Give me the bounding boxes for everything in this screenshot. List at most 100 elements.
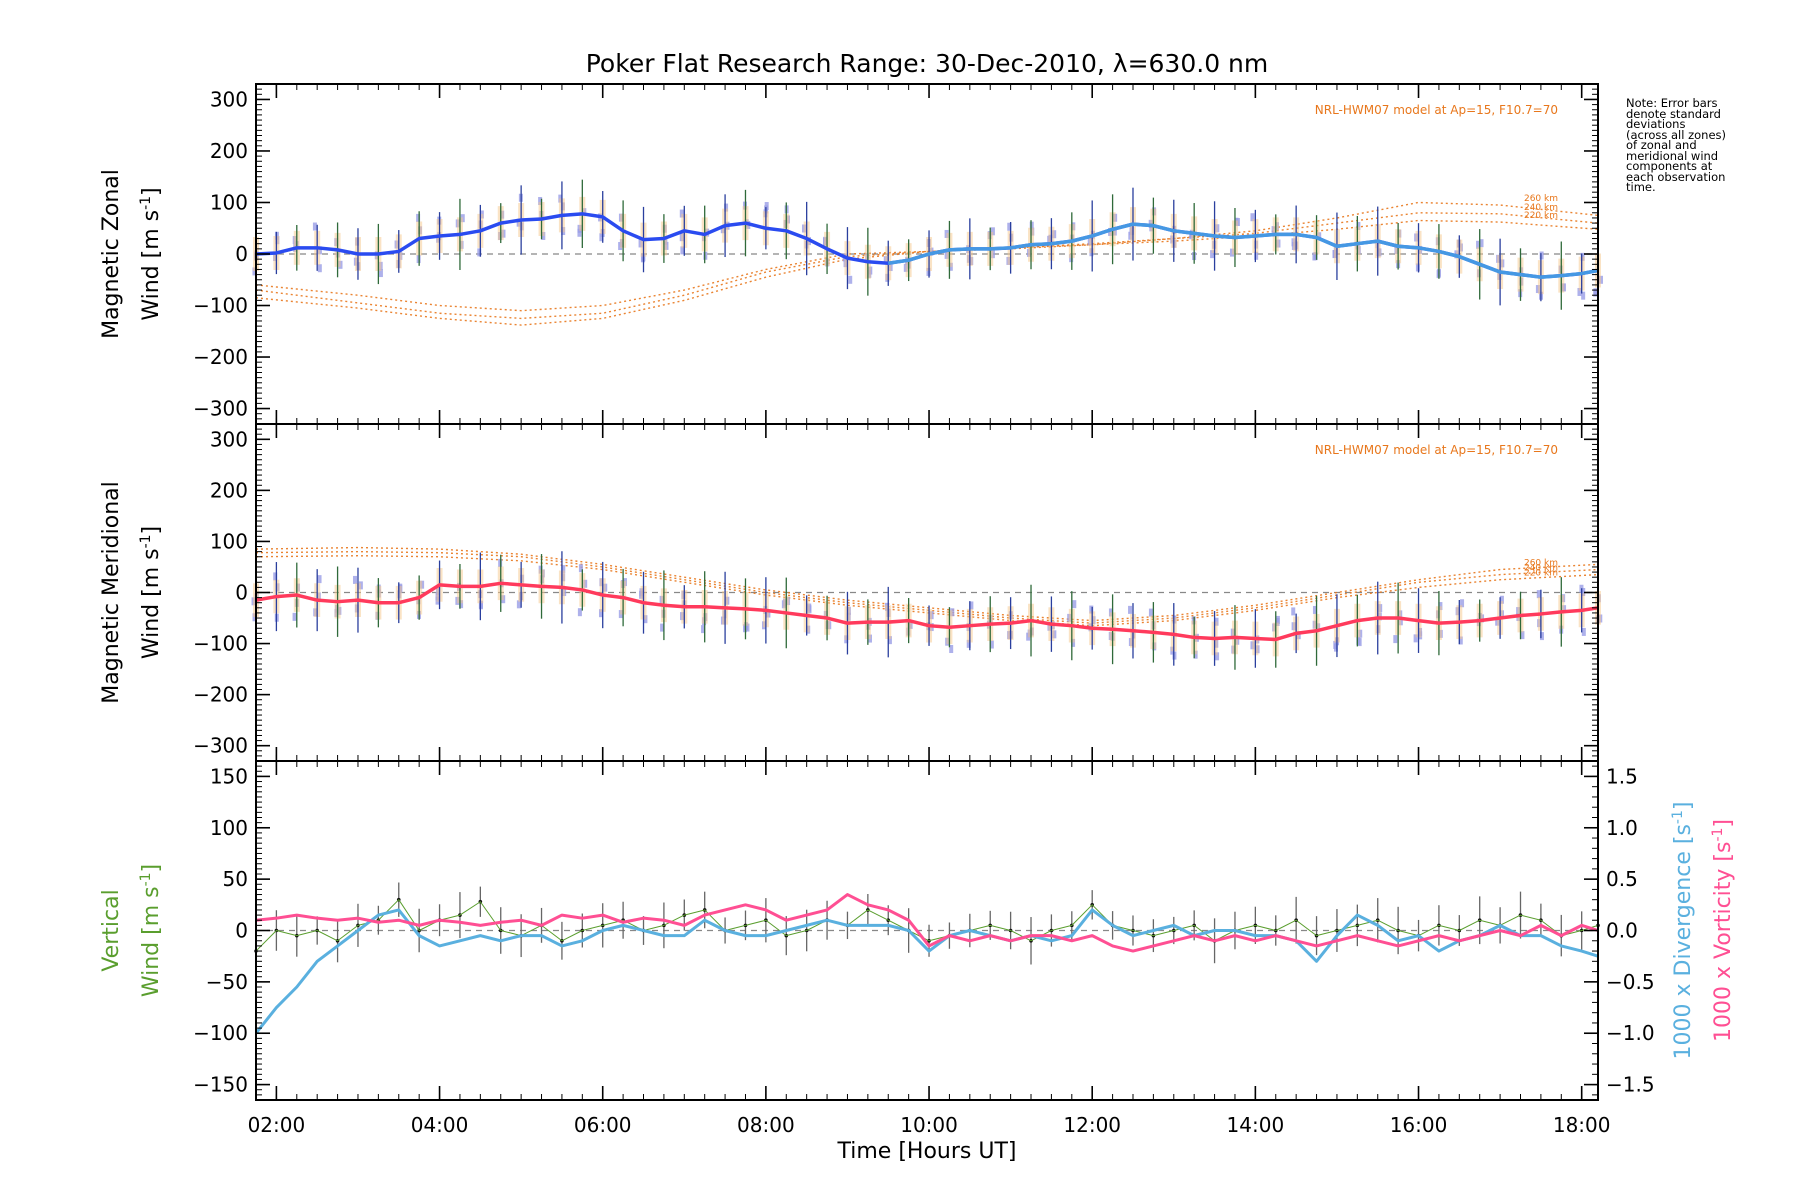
y-tick-label: 0	[235, 919, 248, 943]
y-label-line2: Wind [m s-1]	[138, 187, 164, 320]
sample-point	[1476, 240, 1481, 249]
y-label-line1: Magnetic Zonal	[99, 169, 124, 339]
model-label: NRL-HWM07 model at Ap=15, F10.7=70	[1315, 443, 1558, 457]
sample-point	[561, 565, 566, 574]
sample-point	[1312, 605, 1317, 614]
x-tick-label: 10:00	[900, 1113, 958, 1137]
sample-point	[1539, 632, 1544, 641]
sample-point	[1029, 221, 1034, 230]
x-tick-label: 02:00	[248, 1113, 306, 1137]
y2-tick-label: −1.5	[1606, 1073, 1655, 1097]
model-altitude-label: 240 km	[1524, 564, 1558, 574]
sample-point	[1356, 636, 1361, 645]
sample-point	[1089, 605, 1094, 614]
x-tick-label: 16:00	[1390, 1113, 1448, 1137]
sample-point	[252, 267, 257, 276]
sample-point	[1291, 607, 1296, 616]
sample-point	[1071, 638, 1076, 647]
y-label-line1: Magnetic Meridional	[99, 481, 124, 703]
sample-point	[1460, 599, 1465, 608]
sample-point	[966, 639, 971, 648]
sample-point	[577, 608, 582, 617]
sample-point	[1148, 608, 1153, 617]
y-tick-label: −100	[193, 1021, 248, 1045]
y-tick-label: 0	[235, 242, 248, 266]
series-line-meridional-wind	[255, 581, 1599, 642]
y-tick-label: 100	[210, 816, 248, 840]
model-altitude-label: 260 km	[1524, 559, 1558, 569]
y-tick-label: 200	[210, 139, 248, 163]
divergence-axis-label: 1000 x Divergence [s-1]	[1670, 802, 1696, 1060]
y2-tick-label: 0.0	[1606, 919, 1638, 943]
sample-point	[1172, 651, 1177, 660]
vorticity-axis-label: 1000 x Vorticity [s-1]	[1710, 819, 1736, 1042]
sample-point	[1581, 291, 1586, 300]
x-tick-label: 08:00	[737, 1113, 795, 1137]
sample-point	[1458, 636, 1463, 645]
sample-point	[292, 612, 297, 621]
sample-point	[969, 601, 974, 610]
x-tick-label: 12:00	[1063, 1113, 1121, 1137]
sample-point	[1333, 643, 1338, 652]
sample-point	[1539, 251, 1544, 260]
y-tick-label: 100	[210, 190, 248, 214]
sample-point	[352, 575, 357, 584]
sample-point	[317, 575, 322, 584]
sample-point	[1215, 652, 1220, 661]
sample-point	[273, 572, 278, 581]
sample-point	[701, 625, 706, 634]
sample-point	[1007, 222, 1012, 231]
y-tick-label: −200	[193, 683, 248, 707]
sample-point	[477, 248, 482, 257]
model-altitude-label: 260 km	[1524, 194, 1558, 204]
sample-point	[1413, 634, 1418, 643]
sample-point	[516, 600, 521, 609]
sample-point	[764, 202, 769, 211]
y-tick-label: −150	[193, 1073, 248, 1097]
y-tick-label: −200	[193, 345, 248, 369]
sample-point	[599, 233, 604, 242]
y-tick-label: 200	[210, 478, 248, 502]
sample-point	[1193, 650, 1198, 659]
y2-tick-label: −1.0	[1606, 1021, 1655, 1045]
sample-point	[848, 275, 853, 284]
panel-vertical: −150 −100 −50 0 50 100 150 −1.5 −1.0 −0.5 0.0 0.5 1.…	[99, 760, 1736, 1101]
error-bar-note: Note: Error bars denote standard deviati…	[1626, 96, 1727, 194]
model-label: NRL-HWM07 model at Ap=15, F10.7=70	[1315, 103, 1558, 117]
y-tick-label: −50	[206, 970, 248, 994]
model-altitude-label: 220 km	[1524, 569, 1558, 579]
y-label-line1: Vertical	[99, 889, 124, 971]
series-line-1000-x-vorticity	[255, 893, 1599, 953]
y-tick-label: 0	[235, 581, 248, 605]
sample-point	[578, 564, 583, 573]
sample-point	[598, 609, 603, 618]
zonal-cyan-tail	[887, 222, 1599, 279]
series-line-vertical-wind	[255, 899, 1599, 952]
y2-tick-label: −0.5	[1606, 970, 1655, 994]
sample-point	[989, 640, 994, 649]
panel-meridional: NRL-HWM07 model at Ap=15, F10.7=70 260 km…	[99, 423, 1603, 762]
sample-point	[577, 228, 582, 237]
chart-title: Poker Flat Research Range: 30-Dec-2010, …	[586, 49, 1269, 78]
sample-point	[660, 623, 665, 632]
y-tick-label: 300	[210, 427, 248, 451]
x-axis-label: Time [Hours UT]	[837, 1139, 1017, 1164]
sample-point	[1356, 221, 1361, 230]
sample-point	[1536, 590, 1541, 599]
sample-point	[949, 645, 954, 654]
series-line-1000-x-divergence	[254, 908, 1599, 1035]
sample-point	[1520, 631, 1525, 640]
y-tick-label: 50	[223, 867, 248, 891]
sample-point	[887, 636, 892, 645]
x-tick-label: 14:00	[1227, 1113, 1285, 1137]
sample-point	[1577, 287, 1582, 296]
sample-point	[1254, 251, 1259, 260]
y2-tick-label: 0.5	[1606, 867, 1638, 891]
x-tick-label: 06:00	[574, 1113, 632, 1137]
sample-point	[252, 613, 257, 622]
y-tick-label: −100	[193, 294, 248, 318]
model-altitude-label: 240 km	[1524, 203, 1558, 213]
sample-point	[1479, 239, 1484, 248]
sample-point	[459, 600, 464, 609]
sample-point	[679, 209, 684, 218]
